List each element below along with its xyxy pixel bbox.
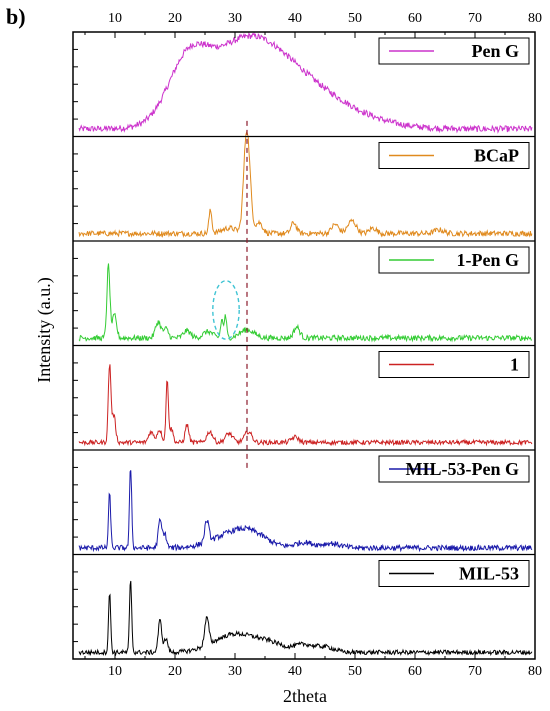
panel-1-pen-g: 1-Pen G — [73, 246, 532, 343]
x-tick-label-top: 20 — [168, 11, 182, 26]
panel-bcap: BCaP — [73, 129, 533, 238]
legend-1-pen-g: 1-Pen G — [378, 246, 530, 274]
y-axis-label: Intensity (a.u.) — [34, 277, 55, 382]
series-line-pen-g — [78, 31, 533, 134]
x-tick-label-bottom: 30 — [228, 664, 242, 679]
legend-label: Pen G — [472, 41, 520, 61]
x-tick-label-top: 70 — [468, 11, 482, 26]
x-tick-label-top: 50 — [348, 11, 362, 26]
series-line-mil-53-pen-g — [78, 470, 533, 553]
legend-1: 1 — [378, 351, 530, 378]
legend-mil-53: MIL-53 — [378, 560, 530, 587]
legend-box — [378, 37, 530, 65]
x-tick-label-bottom: 50 — [348, 664, 362, 679]
x-tick-label-top: 10 — [108, 11, 122, 26]
legend-label: 1 — [510, 355, 519, 375]
legend-label: BCaP — [474, 146, 519, 166]
x-tick-label-top: 60 — [408, 11, 422, 26]
series-line-bcap — [78, 129, 533, 238]
panel-1: 1 — [73, 351, 533, 447]
legend-bcap: BCaP — [378, 142, 530, 169]
legend-label: MIL-53-Pen G — [406, 459, 519, 479]
x-tick-label-top: 80 — [528, 11, 542, 26]
series-line-1-pen-g — [78, 263, 532, 343]
plot-frame — [72, 31, 536, 660]
panel-mil-53: MIL-53 — [73, 560, 533, 657]
panel-pen-g: Pen G — [73, 31, 533, 134]
x-tick-label-bottom: 70 — [468, 664, 482, 679]
x-tick-label-top: 30 — [228, 11, 242, 26]
highlight-circle — [212, 280, 240, 340]
x-tick-label-bottom: 20 — [168, 664, 182, 679]
legend-pen-g: Pen G — [378, 37, 530, 65]
panel-label: b) — [6, 4, 26, 29]
x-tick-label-bottom: 10 — [108, 664, 122, 679]
legend-label: 1-Pen G — [457, 250, 520, 270]
legend-label: MIL-53 — [459, 564, 519, 584]
series-line-1 — [78, 364, 533, 447]
x-tick-label-bottom: 60 — [408, 664, 422, 679]
x-tick-label-bottom: 80 — [528, 664, 542, 679]
x-tick-label-top: 40 — [288, 11, 302, 26]
series-line-mil-53 — [78, 580, 533, 657]
panel-mil-53-pen-g: MIL-53-Pen G — [73, 455, 533, 553]
legend-mil-53-pen-g: MIL-53-Pen G — [378, 455, 530, 483]
chart-axes: 10 20 30 40 50 60 70 80 10 20 30 40 50 60 70 80 — [72, 11, 542, 679]
x-tick-label-bottom: 40 — [288, 664, 302, 679]
chart-panels: Pen G BCaP 1-Pen G 1 MIL-53-Pen G MIL-53 — [73, 31, 533, 657]
x-axis-label: 2theta — [283, 686, 327, 706]
